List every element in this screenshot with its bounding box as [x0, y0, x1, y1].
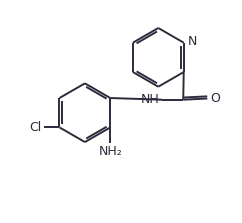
- Text: O: O: [211, 92, 220, 105]
- Text: NH: NH: [141, 93, 160, 106]
- Text: NH₂: NH₂: [98, 145, 122, 158]
- Text: Cl: Cl: [29, 121, 41, 134]
- Text: N: N: [188, 35, 197, 48]
